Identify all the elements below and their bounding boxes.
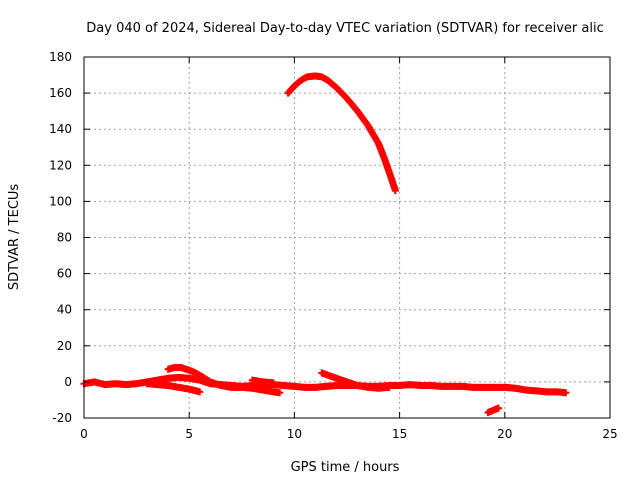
- y-axis-title: SDTVAR / TECUs: [7, 184, 22, 291]
- y-tick-label: 80: [57, 231, 72, 245]
- x-tick-label: 5: [185, 427, 193, 441]
- x-tick-label: 25: [602, 427, 617, 441]
- chart-title: Day 040 of 2024, Sidereal Day-to-day VTE…: [86, 21, 603, 36]
- y-tick-label: 180: [49, 50, 72, 64]
- y-tick-label: 160: [49, 86, 72, 100]
- data-track: [484, 404, 502, 417]
- data-point: [562, 389, 570, 397]
- data-point: [276, 389, 284, 397]
- x-tick-label: 10: [287, 427, 302, 441]
- x-axis-title: GPS time / hours: [291, 460, 400, 475]
- data-track: [318, 369, 393, 392]
- data-point: [391, 187, 399, 195]
- x-tick-label: 0: [80, 427, 88, 441]
- y-tick-label: -20: [52, 411, 72, 425]
- data-track: [248, 376, 277, 387]
- data-point: [269, 379, 277, 387]
- data-point: [385, 383, 393, 391]
- data-point: [196, 388, 204, 396]
- y-tick-label: 40: [57, 303, 72, 317]
- data-track: [164, 363, 284, 397]
- x-tick-label: 20: [497, 427, 512, 441]
- data-track: [284, 72, 399, 195]
- x-tick-label: 15: [392, 427, 407, 441]
- grid-layer: [84, 57, 610, 418]
- y-tick-label: 100: [49, 194, 72, 208]
- data-track: [143, 380, 204, 396]
- y-tick-label: 140: [49, 122, 72, 136]
- y-tick-label: 20: [57, 339, 72, 353]
- y-tick-label: 0: [64, 375, 72, 389]
- tick-layer: 0 5 10 15 20 25 -20 0 20 40 60 80 100 120 140 160 180: [49, 50, 618, 441]
- data-layer: [80, 72, 570, 417]
- y-tick-label: 60: [57, 267, 72, 281]
- y-tick-label: 120: [49, 158, 72, 172]
- data-point: [494, 404, 502, 412]
